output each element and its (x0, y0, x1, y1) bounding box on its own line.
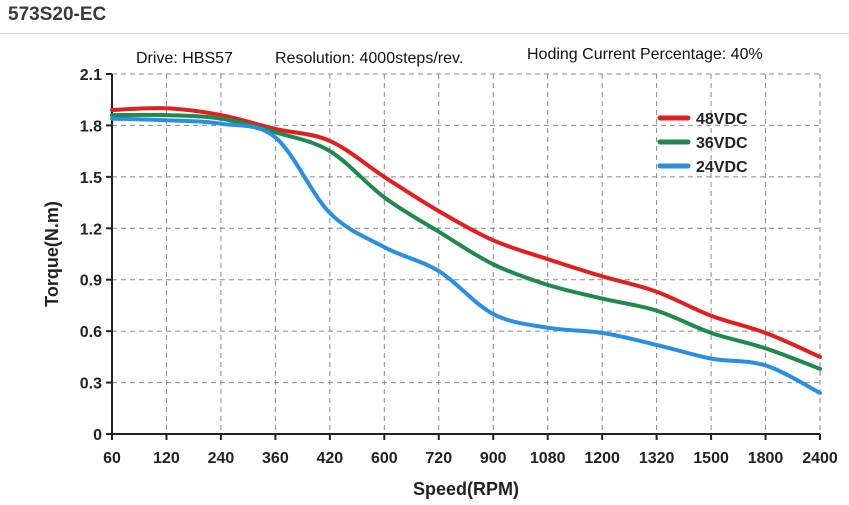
y-tick-label: 1.8 (80, 118, 102, 135)
y-tick-label: 0.3 (80, 376, 102, 393)
y-tick-label: 0 (93, 427, 102, 444)
x-tick-label: 600 (371, 450, 398, 467)
title-divider (0, 33, 849, 34)
x-tick-label: 2400 (802, 450, 838, 467)
x-tick-labels: 60 120 240 360 420 600 720 900 1080 1200 1320 1500 1… (103, 434, 838, 467)
x-tick-label: 240 (208, 450, 235, 467)
y-tick-label: 0.6 (80, 324, 102, 341)
spec-holding-current: Hoding Current Percentage: 40% (527, 46, 763, 63)
x-tick-label: 720 (425, 450, 452, 467)
series-lines (110, 106, 822, 395)
x-tick-label: 1800 (748, 450, 784, 467)
legend: 48VDC 36VDC 24VDC (657, 111, 748, 176)
series-line-24vdc (110, 116, 822, 395)
y-tick-label: 1.2 (80, 221, 102, 238)
series-line-48vdc (110, 106, 822, 359)
legend-label-48vdc: 48VDC (696, 111, 748, 128)
spec-resolution: Resolution: 4000steps/rev. (275, 50, 463, 67)
x-tick-label: 360 (262, 450, 289, 467)
y-tick-label: 1.5 (80, 170, 102, 187)
x-tick-label: 1200 (584, 450, 620, 467)
page-title: 573S20-EC (8, 4, 107, 25)
plot-area-background (112, 74, 820, 434)
legend-label-24vdc: 24VDC (696, 159, 748, 176)
x-tick-label: 1080 (530, 450, 566, 467)
axes (111, 74, 820, 435)
x-tick-label: 1500 (693, 450, 729, 467)
x-axis-title: Speed(RPM) (413, 479, 519, 499)
x-tick-label: 60 (103, 450, 121, 467)
x-tick-label: 900 (480, 450, 507, 467)
y-axis-title: Torque(N.m) (42, 201, 62, 307)
x-tick-label: 420 (316, 450, 343, 467)
y-tick-label: 0.9 (80, 273, 102, 290)
y-tick-labels: 0 0.3 0.6 0.9 1.2 1.5 1.8 2.1 (80, 67, 112, 444)
legend-label-36vdc: 36VDC (696, 135, 748, 152)
y-tick-label: 2.1 (80, 67, 102, 84)
series-line-36vdc (110, 112, 822, 371)
spec-drive: Drive: HBS57 (136, 50, 233, 67)
x-tick-label: 120 (153, 450, 180, 467)
x-tick-label: 1320 (639, 450, 675, 467)
